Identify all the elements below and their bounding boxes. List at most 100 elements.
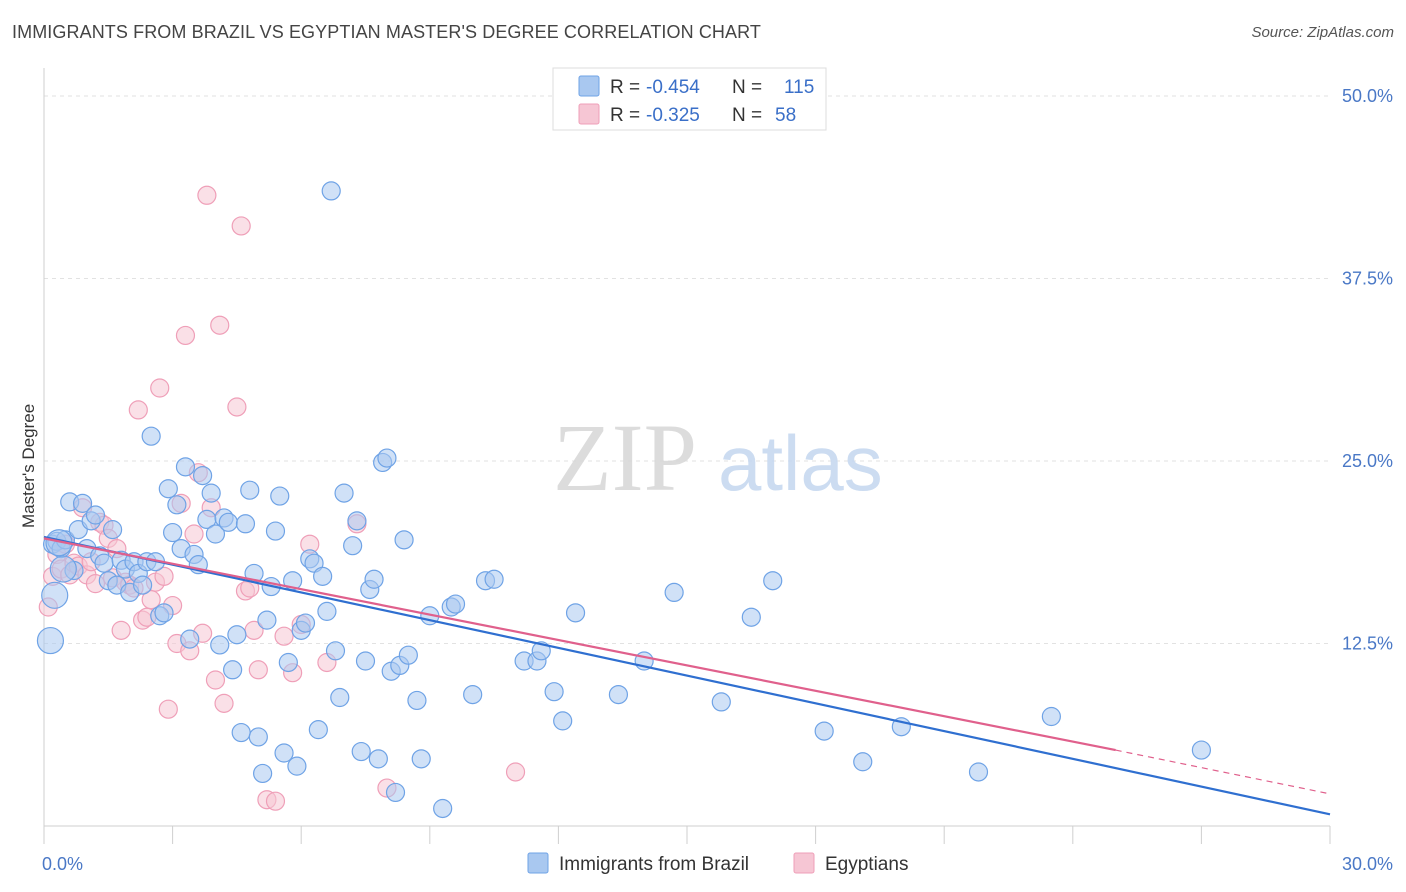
legend-swatch-brazil [578, 75, 600, 97]
brazil-point [484, 569, 504, 589]
brazil-point [317, 601, 337, 621]
egyptians-point [184, 524, 204, 544]
brazil-point [308, 720, 328, 740]
series-legend: Immigrants from Brazil Egyptians [527, 852, 908, 875]
egyptians-point [150, 378, 170, 398]
brazil-point [330, 687, 350, 708]
brazil-point [141, 426, 161, 446]
brazil-point [364, 569, 384, 589]
brazil-point [664, 582, 684, 603]
egyptians-point [274, 626, 294, 646]
legend-r-value-egyptians: -0.325 [646, 105, 700, 126]
brazil-point [287, 756, 307, 776]
brazil-point [85, 505, 106, 525]
legend-r-label-egyptians: R = [610, 105, 640, 126]
brazil-point [167, 495, 187, 515]
brazil-point [433, 798, 453, 819]
y-tick-label-3: 50.0% [1342, 86, 1393, 106]
chart-title: IMMIGRANTS FROM BRAZIL VS EGYPTIAN MASTE… [12, 22, 761, 42]
egyptians-point [154, 566, 174, 586]
watermark-zip: ZIP [553, 404, 697, 511]
egyptians-point [231, 216, 251, 236]
brazil-point [257, 610, 277, 630]
egyptians-point [205, 670, 226, 690]
brazil-point [1041, 706, 1061, 727]
stats-legend: R = -0.454 N = 115 R = -0.325 N = 58 [552, 67, 827, 131]
brazil-point [132, 575, 153, 595]
brazil-point [347, 511, 367, 531]
brazil-point [94, 553, 114, 573]
egyptians-point [197, 185, 217, 205]
brazil-point [1191, 740, 1212, 760]
brazil-point [41, 581, 69, 609]
brazil-point [36, 626, 65, 655]
y-tick-label-2: 37.5% [1342, 269, 1393, 289]
brazil-point [398, 645, 418, 665]
brazil-point [223, 660, 243, 680]
brazil-point [445, 594, 466, 614]
trend-lines [43, 535, 1331, 816]
brazil-point [608, 684, 629, 705]
brazil-point [49, 555, 77, 583]
brazil-point [411, 749, 431, 769]
brazil-point [351, 741, 371, 762]
brazil-point [544, 682, 564, 702]
series-legend-swatch-egyptians [793, 852, 815, 874]
egyptians-point [505, 762, 526, 782]
egyptians-point [111, 620, 131, 640]
brazil-point [553, 711, 573, 731]
brazil-point [463, 684, 483, 705]
egyptians-point [248, 660, 268, 680]
brazil-point [158, 479, 178, 499]
brazil-point [368, 749, 388, 769]
egyptians-point [158, 699, 178, 719]
source-credit: Source: ZipAtlas.com [1251, 24, 1394, 41]
brazil-point [321, 181, 341, 201]
brazil-point [531, 641, 551, 661]
brazil-point [565, 603, 586, 623]
series-legend-label-brazil: Immigrants from Brazil [559, 854, 749, 875]
y-axis-label: Master's Degree [19, 404, 38, 528]
legend-n-label-egyptians: N = [732, 105, 762, 126]
brazil-point [377, 448, 397, 468]
brazil-point [72, 493, 93, 513]
brazil-point [385, 782, 406, 803]
brazil-point [968, 762, 989, 782]
x-tick-label-max: 30.0% [1342, 854, 1393, 874]
axes [43, 68, 1331, 844]
brazil-point [278, 652, 298, 673]
brazil-point [763, 571, 783, 591]
brazil-point [227, 625, 247, 645]
egyptians-point [227, 397, 247, 417]
trend-line-egyptians [43, 537, 1116, 752]
series-legend-label-egyptians: Egyptians [825, 854, 908, 875]
grid-lines [44, 95, 1330, 644]
brazil-point [163, 522, 183, 543]
brazil-point [265, 521, 286, 541]
series-legend-swatch-brazil [527, 852, 549, 874]
trend-line-brazil [43, 535, 1331, 816]
egyptians-point [210, 315, 230, 335]
brazil-point [154, 603, 174, 623]
brazil-point [407, 690, 427, 711]
brazil-point [711, 692, 731, 712]
tick-labels: 12.5% 25.0% 37.5% 50.0% 0.0% 30.0% [42, 86, 1393, 874]
brazil-point [853, 752, 873, 772]
brazil-point [355, 651, 376, 671]
brazil-point [394, 530, 414, 550]
brazil-point [102, 520, 123, 540]
egyptians-point [175, 325, 196, 346]
brazil-point [210, 635, 230, 655]
brazil-point [175, 457, 196, 477]
brazil-point [741, 607, 761, 627]
brazil-point [205, 524, 226, 544]
watermark-atlas: atlas [718, 419, 883, 507]
brazil-point [235, 514, 256, 534]
brazil-point [248, 727, 268, 747]
brazil-point [231, 722, 251, 743]
egyptians-point [128, 400, 148, 420]
legend-r-label-brazil: R = [610, 77, 640, 98]
brazil-point [274, 743, 294, 763]
brazil-point [343, 536, 363, 556]
